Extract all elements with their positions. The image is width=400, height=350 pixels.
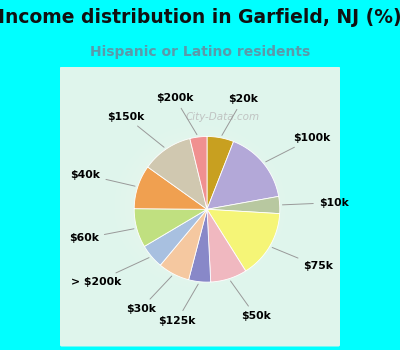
Ellipse shape — [155, 164, 245, 249]
Ellipse shape — [166, 174, 234, 239]
Text: Hispanic or Latino residents: Hispanic or Latino residents — [90, 45, 310, 59]
Text: $75k: $75k — [272, 247, 333, 271]
Text: $125k: $125k — [158, 284, 198, 326]
Polygon shape — [189, 209, 211, 282]
Polygon shape — [207, 136, 234, 209]
Ellipse shape — [160, 169, 240, 244]
Text: $50k: $50k — [230, 281, 270, 321]
Text: City-Data.com: City-Data.com — [185, 112, 260, 122]
Polygon shape — [160, 209, 207, 280]
Polygon shape — [148, 139, 207, 209]
Text: Income distribution in Garfield, NJ (%): Income distribution in Garfield, NJ (%) — [0, 8, 400, 27]
Polygon shape — [134, 209, 207, 246]
Text: $150k: $150k — [107, 112, 164, 147]
Ellipse shape — [176, 183, 224, 230]
Ellipse shape — [186, 193, 214, 220]
Text: > $200k: > $200k — [72, 258, 149, 287]
Ellipse shape — [150, 159, 250, 254]
Polygon shape — [207, 196, 280, 214]
Polygon shape — [207, 209, 246, 282]
Text: $60k: $60k — [69, 229, 134, 244]
FancyBboxPatch shape — [58, 65, 342, 348]
Polygon shape — [207, 141, 279, 209]
Text: $200k: $200k — [156, 93, 197, 135]
Ellipse shape — [181, 188, 219, 225]
Text: $20k: $20k — [222, 94, 258, 135]
Polygon shape — [207, 209, 280, 271]
Text: $30k: $30k — [126, 276, 172, 314]
Polygon shape — [144, 209, 207, 265]
Polygon shape — [134, 167, 207, 209]
Text: $40k: $40k — [71, 170, 135, 186]
Polygon shape — [190, 136, 207, 209]
Ellipse shape — [170, 178, 230, 234]
Text: $100k: $100k — [266, 133, 331, 162]
Text: $10k: $10k — [282, 198, 348, 208]
